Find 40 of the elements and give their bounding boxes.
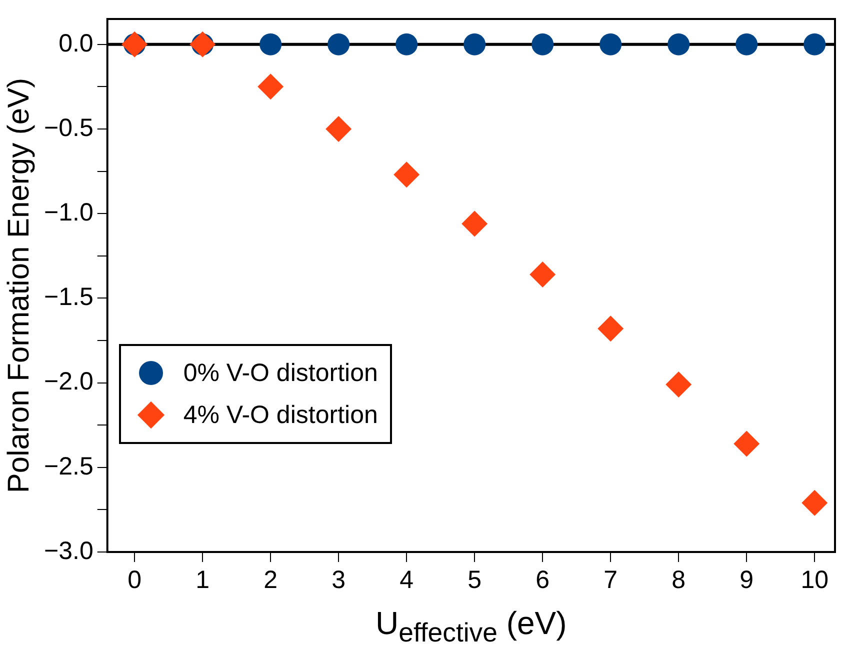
x-tick-label: 3 [332, 566, 346, 594]
point [394, 162, 420, 188]
x-tick-label: 1 [196, 566, 210, 594]
x-tick-label: 0 [128, 566, 142, 594]
point [530, 262, 556, 288]
point [328, 33, 350, 56]
point [598, 316, 624, 342]
y-axis-title: Polaron Formation Energy (eV) [2, 78, 36, 494]
x-tick-label: 4 [400, 566, 414, 594]
point [260, 33, 282, 56]
point [258, 74, 284, 100]
x-tick-label: 10 [800, 566, 829, 594]
y-tick-label: −2.0 [44, 368, 94, 396]
x-tick-label: 9 [740, 566, 754, 594]
legend-label: 4% V-O distortion [183, 400, 378, 430]
x-tick-label: 6 [536, 566, 550, 594]
point [462, 210, 488, 237]
point [396, 33, 418, 56]
y-tick-label: −2.5 [44, 452, 94, 480]
x-tick-label: 2 [264, 566, 278, 594]
x-tick-label: 8 [672, 566, 686, 594]
point [464, 33, 486, 56]
x-axis-title: U$_{effective}$ (eV) [374, 605, 568, 648]
y-tick-label: −1.5 [44, 283, 94, 312]
point [326, 116, 352, 142]
point [804, 33, 826, 56]
point [532, 33, 554, 56]
point [666, 371, 692, 398]
point [600, 33, 622, 56]
y-tick-label: −3.0 [44, 536, 94, 565]
x-tick-label: 7 [604, 566, 618, 594]
x-tick-label: 5 [468, 566, 482, 594]
y-tick-label: 0.0 [58, 29, 94, 58]
point [736, 33, 758, 56]
point [668, 33, 690, 56]
y-tick-label: −0.5 [44, 114, 94, 142]
legend-label: 0% V-O distortion [183, 358, 378, 388]
point [802, 490, 828, 516]
y-tick-label: −1.0 [44, 198, 94, 226]
point [734, 430, 760, 457]
